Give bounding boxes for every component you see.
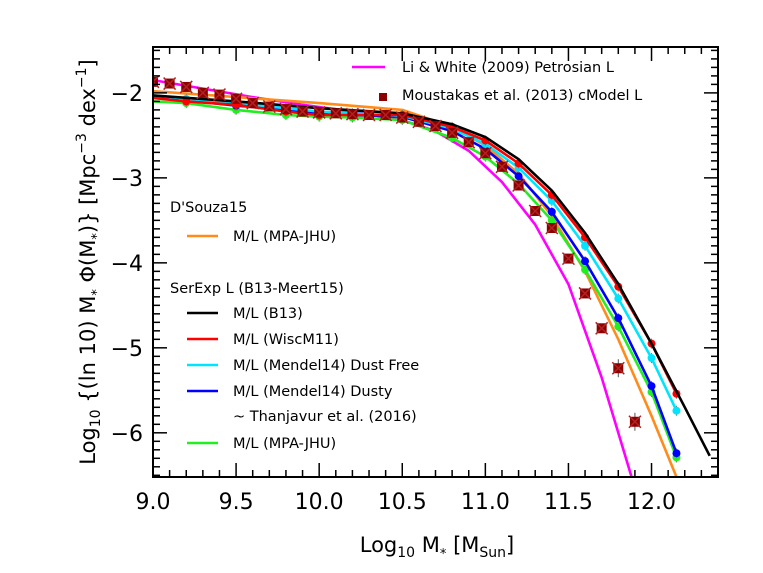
data-marker-cross bbox=[212, 88, 227, 102]
series-line bbox=[153, 94, 711, 457]
legend-label: M/L (MPA-JHU) bbox=[233, 436, 336, 452]
tick-labels: 9.0 9.5 10.0 10.5 11.0 11.5 12.0 −2 −3 −4 −5 −6 bbox=[111, 82, 676, 515]
y-axis-title: Log10 {(ln 10) M* Φ(M*)} [Mpc−3 dex−1] bbox=[74, 59, 105, 465]
data-marker bbox=[547, 216, 556, 225]
series-line bbox=[153, 100, 678, 458]
legend-label: M/L (MPA-JHU) bbox=[233, 229, 336, 245]
data-marker-cross bbox=[412, 115, 426, 129]
data-marker-cross bbox=[262, 99, 276, 114]
y-tick-label: −6 bbox=[111, 422, 143, 447]
data-marker-cross bbox=[445, 126, 459, 140]
data-marker bbox=[672, 406, 681, 415]
legend-swatch-marker bbox=[379, 93, 387, 101]
data-marker-cross bbox=[478, 146, 492, 160]
data-marker bbox=[614, 314, 623, 323]
x-tick-label: 11.0 bbox=[461, 490, 510, 515]
data-marker-cross bbox=[561, 252, 575, 266]
axes-frame bbox=[152, 46, 719, 478]
data-marker-cross bbox=[495, 160, 509, 174]
data-marker-cross bbox=[153, 75, 160, 89]
data-marker-cross bbox=[279, 102, 293, 116]
data-marker-cross bbox=[595, 321, 609, 335]
x-tick-label: 9.0 bbox=[136, 490, 171, 515]
data-marker-cross bbox=[379, 108, 393, 122]
y-tick-label: −4 bbox=[111, 252, 143, 277]
x-tick-label: 10.5 bbox=[378, 490, 427, 515]
series-line bbox=[153, 96, 678, 395]
data-marker-cross bbox=[462, 135, 476, 149]
data-marker-cross bbox=[611, 361, 625, 375]
data-marker-cross bbox=[545, 221, 559, 235]
data-marker bbox=[547, 207, 556, 216]
data-marker bbox=[153, 76, 158, 87]
data-marker-cross bbox=[362, 108, 376, 122]
data-marker bbox=[581, 241, 590, 250]
legend-label: M/L (B13) bbox=[233, 306, 303, 322]
series-line bbox=[153, 95, 678, 454]
legend-group-title: SerExp L (B13-Meert15) bbox=[170, 281, 344, 297]
y-tick-label: −5 bbox=[111, 337, 143, 362]
legend-label: Moustakas et al. (2013) cModel L bbox=[402, 88, 642, 104]
data-marker-cross bbox=[179, 80, 193, 94]
data-marker-cross bbox=[628, 415, 642, 429]
series-line bbox=[153, 89, 678, 477]
data-marker-cross bbox=[395, 111, 409, 125]
data-marker-cross bbox=[329, 106, 343, 120]
legend-label: M/L (WiscM11) bbox=[233, 332, 339, 348]
data-marker-cross bbox=[312, 105, 326, 119]
data-marker-cross bbox=[578, 286, 592, 300]
legend-label: M/L (Mendel14) Dusty bbox=[233, 384, 393, 400]
x-axis-title: Log10 M* [MSun] bbox=[360, 533, 514, 562]
data-marker bbox=[647, 382, 656, 391]
legend-label: Li & White (2009) Petrosian L bbox=[402, 60, 614, 76]
data-marker bbox=[182, 97, 191, 106]
data-marker bbox=[514, 172, 523, 181]
data-marker-cross bbox=[528, 204, 542, 218]
data-series-layer bbox=[153, 75, 711, 477]
x-tick-label: 9.5 bbox=[219, 490, 254, 515]
data-marker-cross bbox=[163, 77, 177, 91]
data-marker-cross bbox=[345, 107, 359, 121]
data-marker bbox=[614, 294, 623, 303]
data-marker bbox=[581, 265, 590, 274]
data-marker-cross bbox=[246, 96, 260, 110]
x-tick-label: 11.5 bbox=[544, 490, 593, 515]
data-marker-cross bbox=[296, 105, 310, 119]
data-marker-cross bbox=[196, 86, 210, 100]
y-tick-label: −3 bbox=[111, 167, 143, 192]
data-marker bbox=[647, 354, 656, 363]
legend-label: ~ Thanjavur et al. (2016) bbox=[233, 409, 417, 425]
data-marker bbox=[672, 449, 681, 458]
x-tick-label: 12.0 bbox=[627, 490, 676, 515]
data-marker-cross bbox=[229, 92, 243, 106]
legend: Li & White (2009) Petrosian L Moustakas e… bbox=[170, 60, 642, 452]
y-tick-label: −2 bbox=[111, 82, 143, 107]
legend-group-title: D'Souza15 bbox=[170, 200, 247, 216]
x-tick-label: 10.0 bbox=[295, 490, 344, 515]
data-marker-cross bbox=[428, 119, 443, 133]
legend-label: M/L (Mendel14) Dust Free bbox=[233, 358, 419, 374]
data-marker-cross bbox=[512, 178, 526, 193]
data-marker bbox=[581, 257, 590, 266]
